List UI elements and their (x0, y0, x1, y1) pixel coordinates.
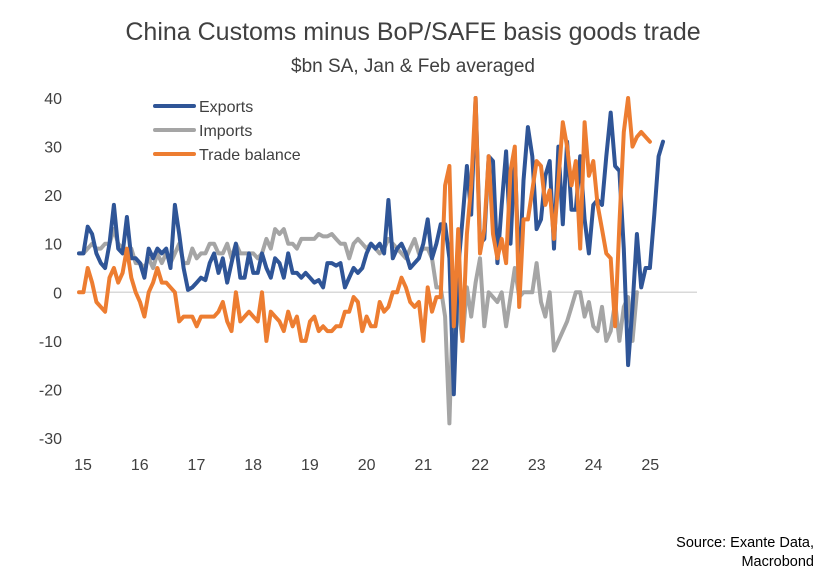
y-tick-label: -20 (39, 382, 62, 399)
x-tick-label: 18 (244, 457, 262, 474)
x-tick-label: 20 (358, 457, 376, 474)
series-line-exports (77, 96, 665, 397)
y-tick-label: 20 (44, 188, 62, 205)
source-line-1: Source: Exante Data, (676, 535, 814, 551)
legend-label: Exports (199, 99, 253, 116)
y-tick-label: 10 (44, 237, 62, 254)
legend-label: Imports (199, 123, 252, 140)
x-tick-label: 22 (471, 457, 489, 474)
y-tick-label: 0 (53, 285, 62, 302)
source-line-2: Macrobond (741, 554, 814, 570)
y-tick-label: 40 (44, 91, 62, 108)
series-line-imports (77, 227, 639, 426)
legend-label: Trade balance (199, 147, 301, 164)
x-tick-label: 19 (301, 457, 319, 474)
x-tick-label: 24 (585, 457, 603, 474)
y-tick-label: -10 (39, 334, 62, 351)
source-note: Source: Exante Data, Macrobond (676, 534, 814, 572)
series-line-trade-balance (77, 96, 652, 343)
x-tick-label: 17 (188, 457, 206, 474)
x-tick-label: 23 (528, 457, 546, 474)
x-tick-label: 15 (74, 457, 92, 474)
chart-title: China Customs minus BoP/SAFE basis goods… (125, 18, 701, 46)
x-tick-label: 21 (414, 457, 432, 474)
x-tick-label: 25 (641, 457, 659, 474)
chart-subtitle: $bn SA, Jan & Feb averaged (291, 56, 535, 77)
y-tick-label: -30 (39, 431, 62, 448)
y-tick-label: 30 (44, 140, 62, 157)
x-tick-label: 16 (131, 457, 149, 474)
